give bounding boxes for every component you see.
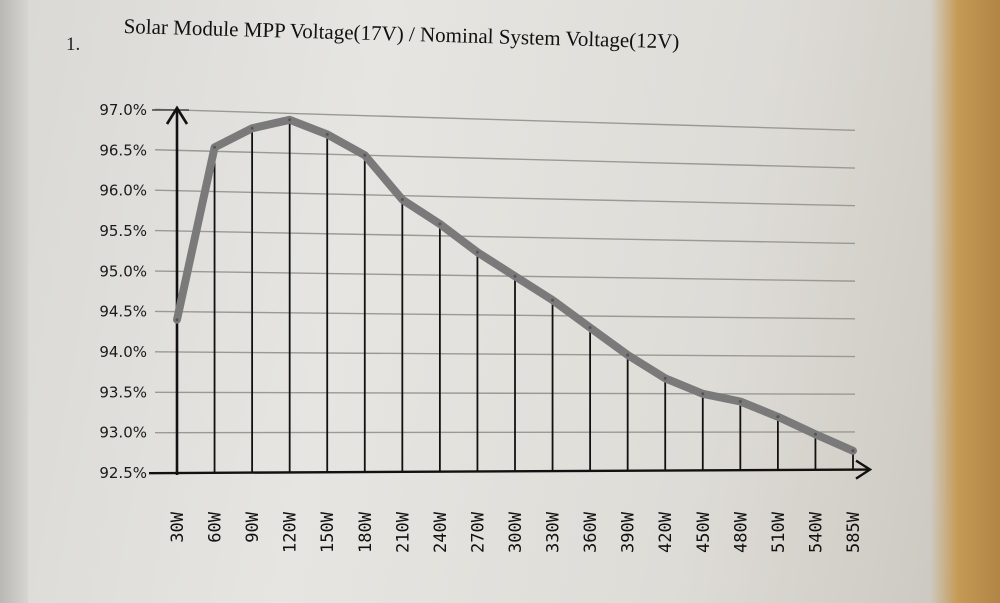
- x-tick-label: 330W: [544, 511, 564, 553]
- y-tick-label: 95.0%: [99, 262, 147, 280]
- data-point: [663, 376, 667, 380]
- y-tick-label: 94.0%: [99, 343, 147, 361]
- gridline: [154, 351, 856, 358]
- x-tick-label: 360W: [581, 511, 601, 553]
- data-point: [626, 353, 630, 357]
- data-point: [288, 118, 292, 122]
- y-tick-label: 93.5%: [99, 383, 147, 401]
- x-tick-label: 480W: [731, 511, 751, 553]
- gridline: [154, 189, 856, 207]
- x-tick-label: 60W: [206, 511, 226, 542]
- data-point: [213, 145, 217, 149]
- x-tick-label: 240W: [431, 511, 451, 553]
- gridline: [154, 431, 856, 434]
- data-point: [588, 326, 592, 330]
- page-edge: [0, 0, 28, 603]
- x-tick-label: 420W: [656, 511, 676, 553]
- y-tick-label: 92.5%: [99, 464, 147, 482]
- gridline: [154, 391, 856, 395]
- data-point: [438, 222, 442, 226]
- x-tick-label: 270W: [468, 511, 488, 553]
- y-axis-arrow: [165, 105, 189, 125]
- x-tick-label: 210W: [393, 511, 413, 553]
- gridline: [154, 149, 856, 169]
- x-tick-label: 390W: [619, 511, 639, 553]
- x-axis-arrow: [855, 459, 873, 480]
- data-point: [551, 298, 555, 302]
- data-point: [513, 274, 517, 278]
- figure-number: 1.: [66, 34, 81, 55]
- data-point: [475, 250, 479, 254]
- table-surface: [930, 0, 1000, 603]
- data-point: [250, 126, 254, 130]
- x-axis: [148, 468, 869, 475]
- data-point: [175, 318, 179, 322]
- x-tick-label: 180W: [356, 511, 376, 553]
- data-point: [851, 449, 855, 453]
- gridline: [154, 229, 856, 245]
- gridline: [154, 310, 856, 320]
- data-point: [325, 132, 329, 136]
- data-point: [701, 392, 705, 396]
- gridline: [154, 108, 856, 132]
- x-tick-label: 90W: [243, 511, 263, 542]
- data-point: [776, 415, 780, 419]
- y-tick-label: 93.0%: [99, 424, 147, 442]
- data-point: [400, 198, 404, 202]
- x-tick-label: 510W: [769, 511, 789, 553]
- x-tick-label: 585W: [844, 511, 864, 553]
- data-point: [738, 400, 742, 404]
- x-tick-label: 450W: [694, 511, 714, 553]
- y-tick-label: 96.0%: [99, 182, 147, 200]
- x-tick-label: 120W: [281, 511, 301, 553]
- gridline: [154, 270, 856, 282]
- x-tick-label: 300W: [506, 511, 526, 553]
- y-tick-label: 97.0%: [99, 101, 147, 119]
- x-tick-label: 540W: [806, 511, 826, 553]
- y-tick-label: 95.5%: [99, 222, 147, 240]
- data-point: [813, 432, 817, 436]
- x-tick-label: 150W: [318, 511, 338, 553]
- y-tick-label: 96.5%: [99, 141, 147, 159]
- y-tick-label: 94.5%: [99, 303, 147, 321]
- data-point: [363, 153, 367, 157]
- x-tick-label: 30W: [168, 511, 188, 542]
